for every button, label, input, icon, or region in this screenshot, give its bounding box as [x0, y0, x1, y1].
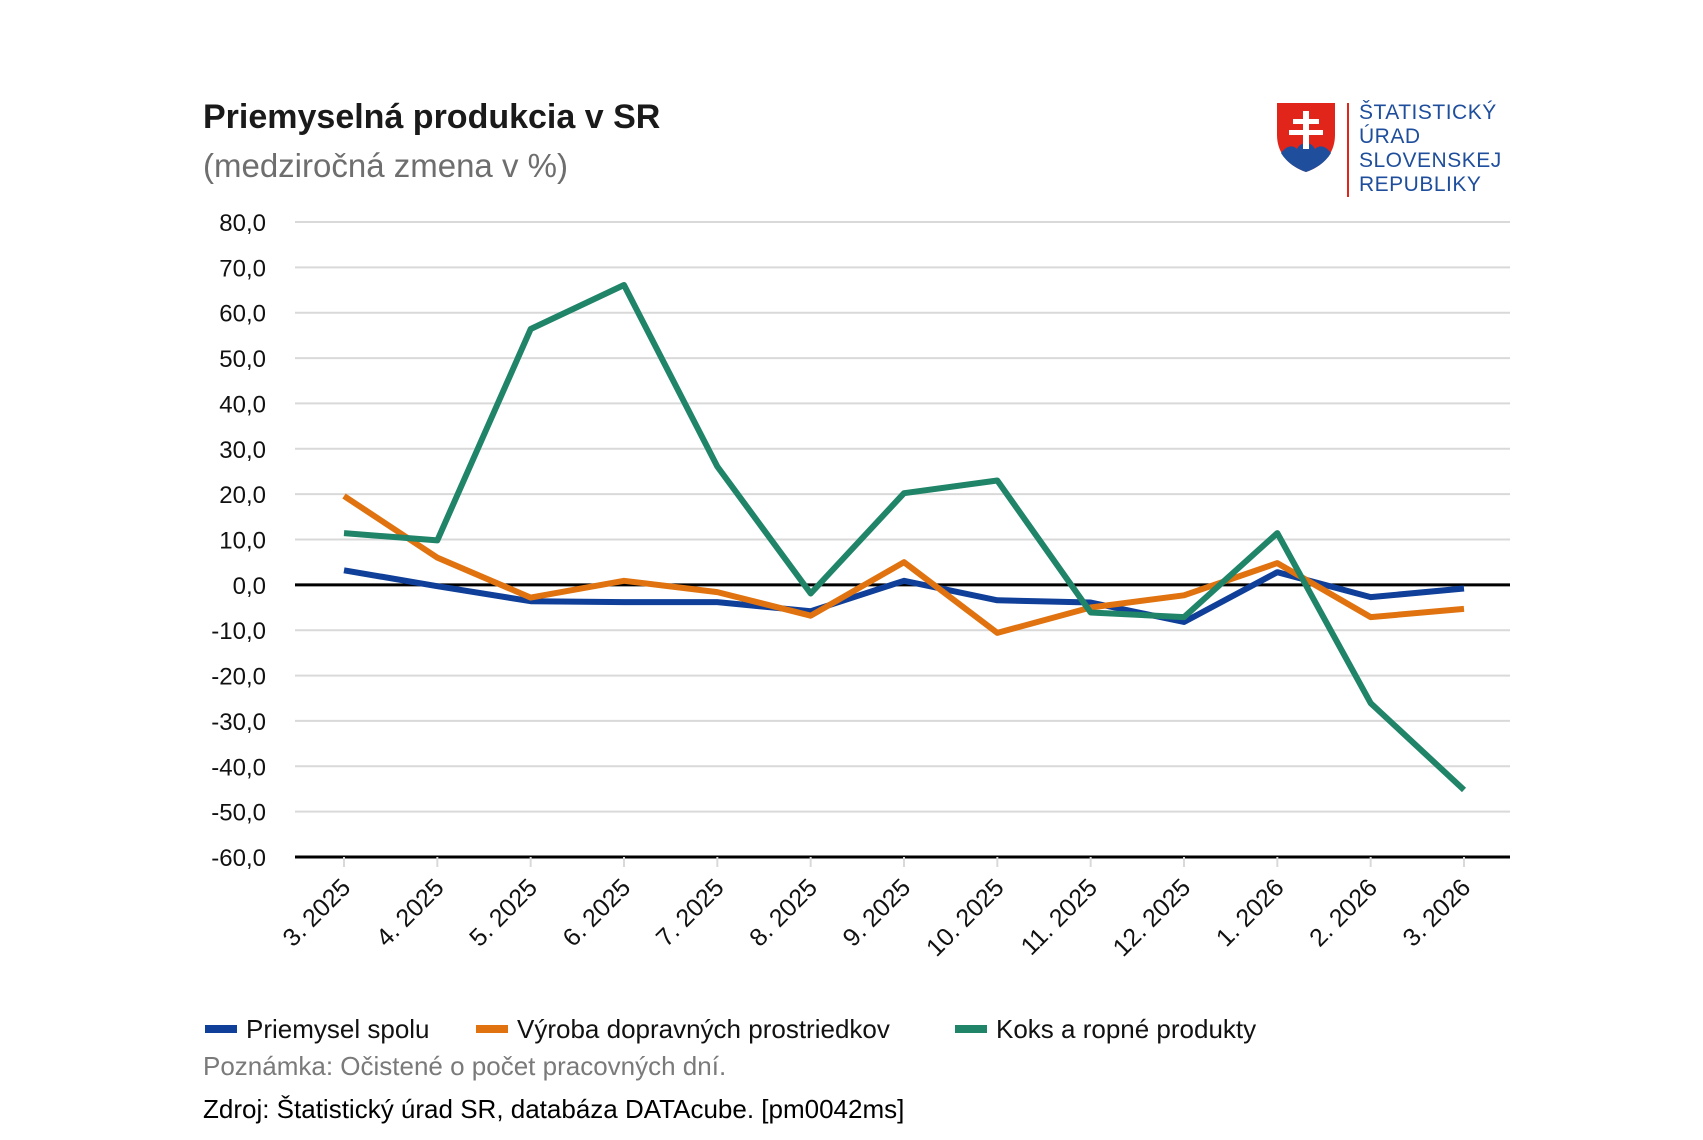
- legend-label-vyroba-dopravnych-prostriedkov: Výroba dopravných prostriedkov: [517, 1014, 890, 1044]
- x-tick-label: 9. 2025: [837, 873, 916, 952]
- y-tick-label: -50,0: [211, 800, 266, 827]
- x-tick-label: 8. 2025: [744, 873, 823, 952]
- y-tick-label: -40,0: [211, 754, 266, 781]
- x-tick-label: 4. 2025: [371, 873, 450, 952]
- x-tick-label: 2. 2026: [1304, 873, 1383, 952]
- legend-label-koks-a-ropne-produkty: Koks a ropné produkty: [996, 1014, 1256, 1044]
- legend-item-priemysel-spolu: Priemysel spolu: [205, 1014, 430, 1044]
- grid-lines: [295, 221, 1510, 859]
- legend-swatch-priemysel-spolu: [205, 1025, 237, 1033]
- series-line-priemysel-spolu: [343, 567, 1465, 625]
- legend: Priemysel spolu Výroba dopravných prostr…: [205, 1014, 1256, 1044]
- x-tick-label: 6. 2025: [557, 873, 636, 952]
- legend-item-koks-a-ropne-produkty: Koks a ropné produkty: [955, 1014, 1256, 1044]
- x-tick-label: 5. 2025: [464, 873, 543, 952]
- note-text: Poznámka: Očistené o počet pracovných dn…: [203, 1051, 726, 1081]
- legend-label-priemysel-spolu: Priemysel spolu: [246, 1014, 430, 1044]
- x-tick-label: 3. 2026: [1397, 873, 1476, 952]
- logo: ŠTATISTICKÝ ÚRAD SLOVENSKEJ REPUBLIKY: [1277, 101, 1502, 197]
- logo-line-1: ŠTATISTICKÝ: [1359, 101, 1497, 124]
- x-tick-label: 12. 2025: [1108, 873, 1197, 962]
- x-tick-label: 1. 2026: [1211, 873, 1290, 952]
- y-tick-label: 30,0: [219, 437, 266, 464]
- logo-divider: [1347, 103, 1349, 197]
- logo-line-3: SLOVENSKEJ: [1359, 149, 1502, 172]
- legend-swatch-koks-a-ropne-produkty: [955, 1025, 987, 1033]
- y-tick-label: -30,0: [211, 709, 266, 736]
- y-tick-label: 40,0: [219, 391, 266, 418]
- source-text: Zdroj: Štatistický úrad SR, databáza DAT…: [203, 1094, 904, 1124]
- x-axis: [343, 857, 1465, 867]
- y-tick-label: 50,0: [219, 346, 266, 373]
- series-line-vyroba-dopravnych-prostriedkov: [342, 493, 1465, 636]
- y-tick-label: 80,0: [219, 210, 266, 237]
- x-axis-tick-labels: 3. 2025 4. 2025 5. 2025 6. 2025 7. 2025 8. 20…: [277, 873, 1476, 962]
- y-tick-label: 10,0: [219, 528, 266, 555]
- coat-of-arms-icon: [1277, 103, 1335, 172]
- x-tick-label: 11. 2025: [1016, 873, 1103, 960]
- logo-line-2: ÚRAD: [1359, 125, 1421, 148]
- chart-subtitle: (medziročná zmena v %): [203, 147, 568, 184]
- shield-blue: [1281, 143, 1331, 172]
- y-tick-label: 60,0: [219, 301, 266, 328]
- y-axis-tick-labels: 80,0 70,0 60,0 50,0 40,0 30,0 20,0 10,0 0,0 -10,0…: [211, 210, 266, 872]
- logo-line-4: REPUBLIKY: [1359, 173, 1481, 196]
- x-tick-label: 7. 2025: [651, 873, 730, 952]
- chart-title: Priemyselná produkcia v SR: [203, 98, 660, 136]
- y-tick-label: -10,0: [211, 618, 266, 645]
- legend-swatch-vyroba-dopravnych-prostriedkov: [476, 1025, 508, 1033]
- y-tick-label: 0,0: [233, 573, 266, 600]
- x-tick-label: 10. 2025: [921, 873, 1010, 962]
- y-tick-label: 20,0: [219, 482, 266, 509]
- y-tick-label: -20,0: [211, 664, 266, 691]
- y-tick-label: -60,0: [211, 845, 266, 872]
- legend-item-vyroba-dopravnych-prostriedkov: Výroba dopravných prostriedkov: [476, 1014, 890, 1044]
- y-tick-label: 70,0: [219, 255, 266, 282]
- series-line-koks-a-ropne-produkty: [343, 282, 1467, 793]
- x-tick-label: 3. 2025: [277, 873, 356, 952]
- series-lines: [342, 282, 1467, 793]
